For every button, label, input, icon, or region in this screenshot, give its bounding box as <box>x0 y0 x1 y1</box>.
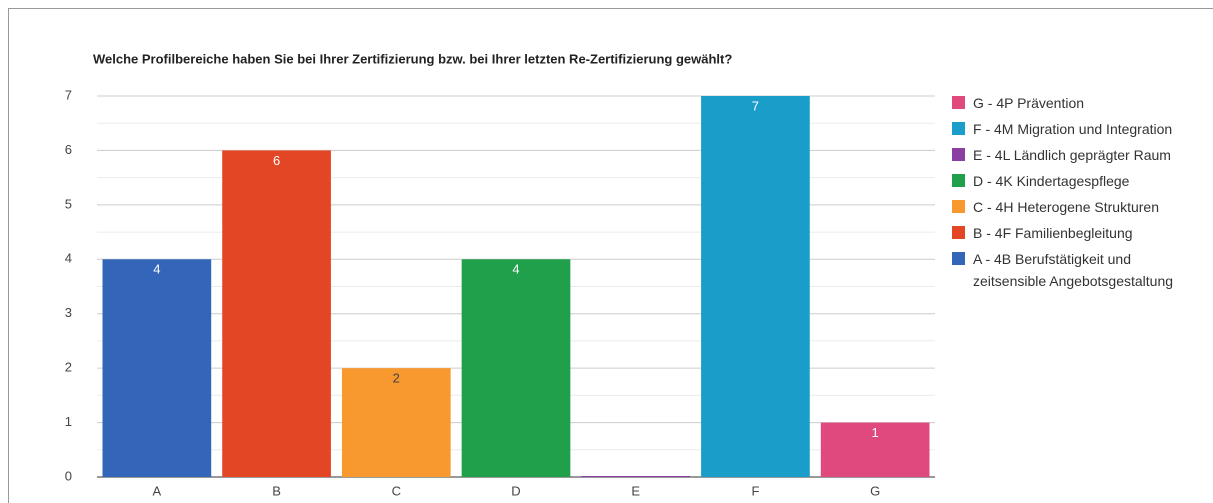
legend-label: A - 4B Berufstätigkeit und zeitsensible … <box>973 251 1174 289</box>
bar <box>820 422 930 477</box>
value-label: 1 <box>872 425 879 440</box>
legend-label: F - 4M Migration und Integration <box>973 121 1173 137</box>
bar <box>341 368 451 477</box>
x-tick-label: A <box>153 483 162 498</box>
bar <box>461 259 571 477</box>
legend-item: E - 4L Ländlich geprägter Raum <box>950 144 1185 166</box>
x-tick-label: D <box>511 483 520 498</box>
legend-swatch <box>952 200 965 213</box>
legend-swatch <box>952 122 965 135</box>
y-tick-label: 1 <box>65 414 72 429</box>
chart-title: Welche Profilbereiche haben Sie bei Ihre… <box>93 51 732 66</box>
x-tick-label: G <box>870 483 880 498</box>
legend-swatch <box>952 148 965 161</box>
y-tick-label: 7 <box>65 87 72 102</box>
bar <box>701 96 810 477</box>
legend-swatch <box>952 96 965 109</box>
legend-label: G - 4P Prävention <box>973 95 1085 111</box>
legend-item: F - 4M Migration und Integration <box>950 118 1185 140</box>
legend-label: C - 4H Heterogene Strukturen <box>973 199 1159 215</box>
legend-item: G - 4P Prävention <box>950 92 1185 114</box>
legend: G - 4P Prävention F - 4M Migration und In… <box>950 92 1185 296</box>
legend-swatch <box>952 252 965 265</box>
legend-item: C - 4H Heterogene Strukturen <box>950 196 1185 218</box>
x-tick-label: E <box>631 483 640 498</box>
legend-swatch <box>952 174 965 187</box>
legend-label: B - 4F Familienbegleitung <box>973 225 1133 241</box>
value-label: 4 <box>512 262 519 277</box>
legend-item: A - 4B Berufstätigkeit und zeitsensible … <box>950 248 1185 292</box>
y-tick-label: 2 <box>65 360 72 375</box>
x-tick-label: F <box>751 483 759 498</box>
bar <box>222 150 331 477</box>
value-label: 4 <box>153 262 160 277</box>
chart-frame <box>8 8 1213 503</box>
y-tick-label: 3 <box>65 305 72 320</box>
legend-swatch <box>952 226 965 239</box>
x-tick-label: C <box>392 483 401 498</box>
bar <box>102 259 212 477</box>
x-tick-label: B <box>272 483 281 498</box>
value-label: 7 <box>752 98 759 113</box>
bar <box>581 476 691 477</box>
legend-label: E - 4L Ländlich geprägter Raum <box>973 147 1171 163</box>
legend-label: D - 4K Kindertagespflege <box>973 173 1130 189</box>
y-tick-label: 0 <box>65 468 72 483</box>
y-tick-label: 5 <box>65 196 72 211</box>
y-tick-label: 4 <box>65 251 72 266</box>
y-tick-label: 6 <box>65 142 72 157</box>
legend-item: D - 4K Kindertagespflege <box>950 170 1185 192</box>
legend-item: B - 4F Familienbegleitung <box>950 222 1185 244</box>
value-label: 6 <box>273 153 280 168</box>
value-label: 2 <box>393 371 400 386</box>
